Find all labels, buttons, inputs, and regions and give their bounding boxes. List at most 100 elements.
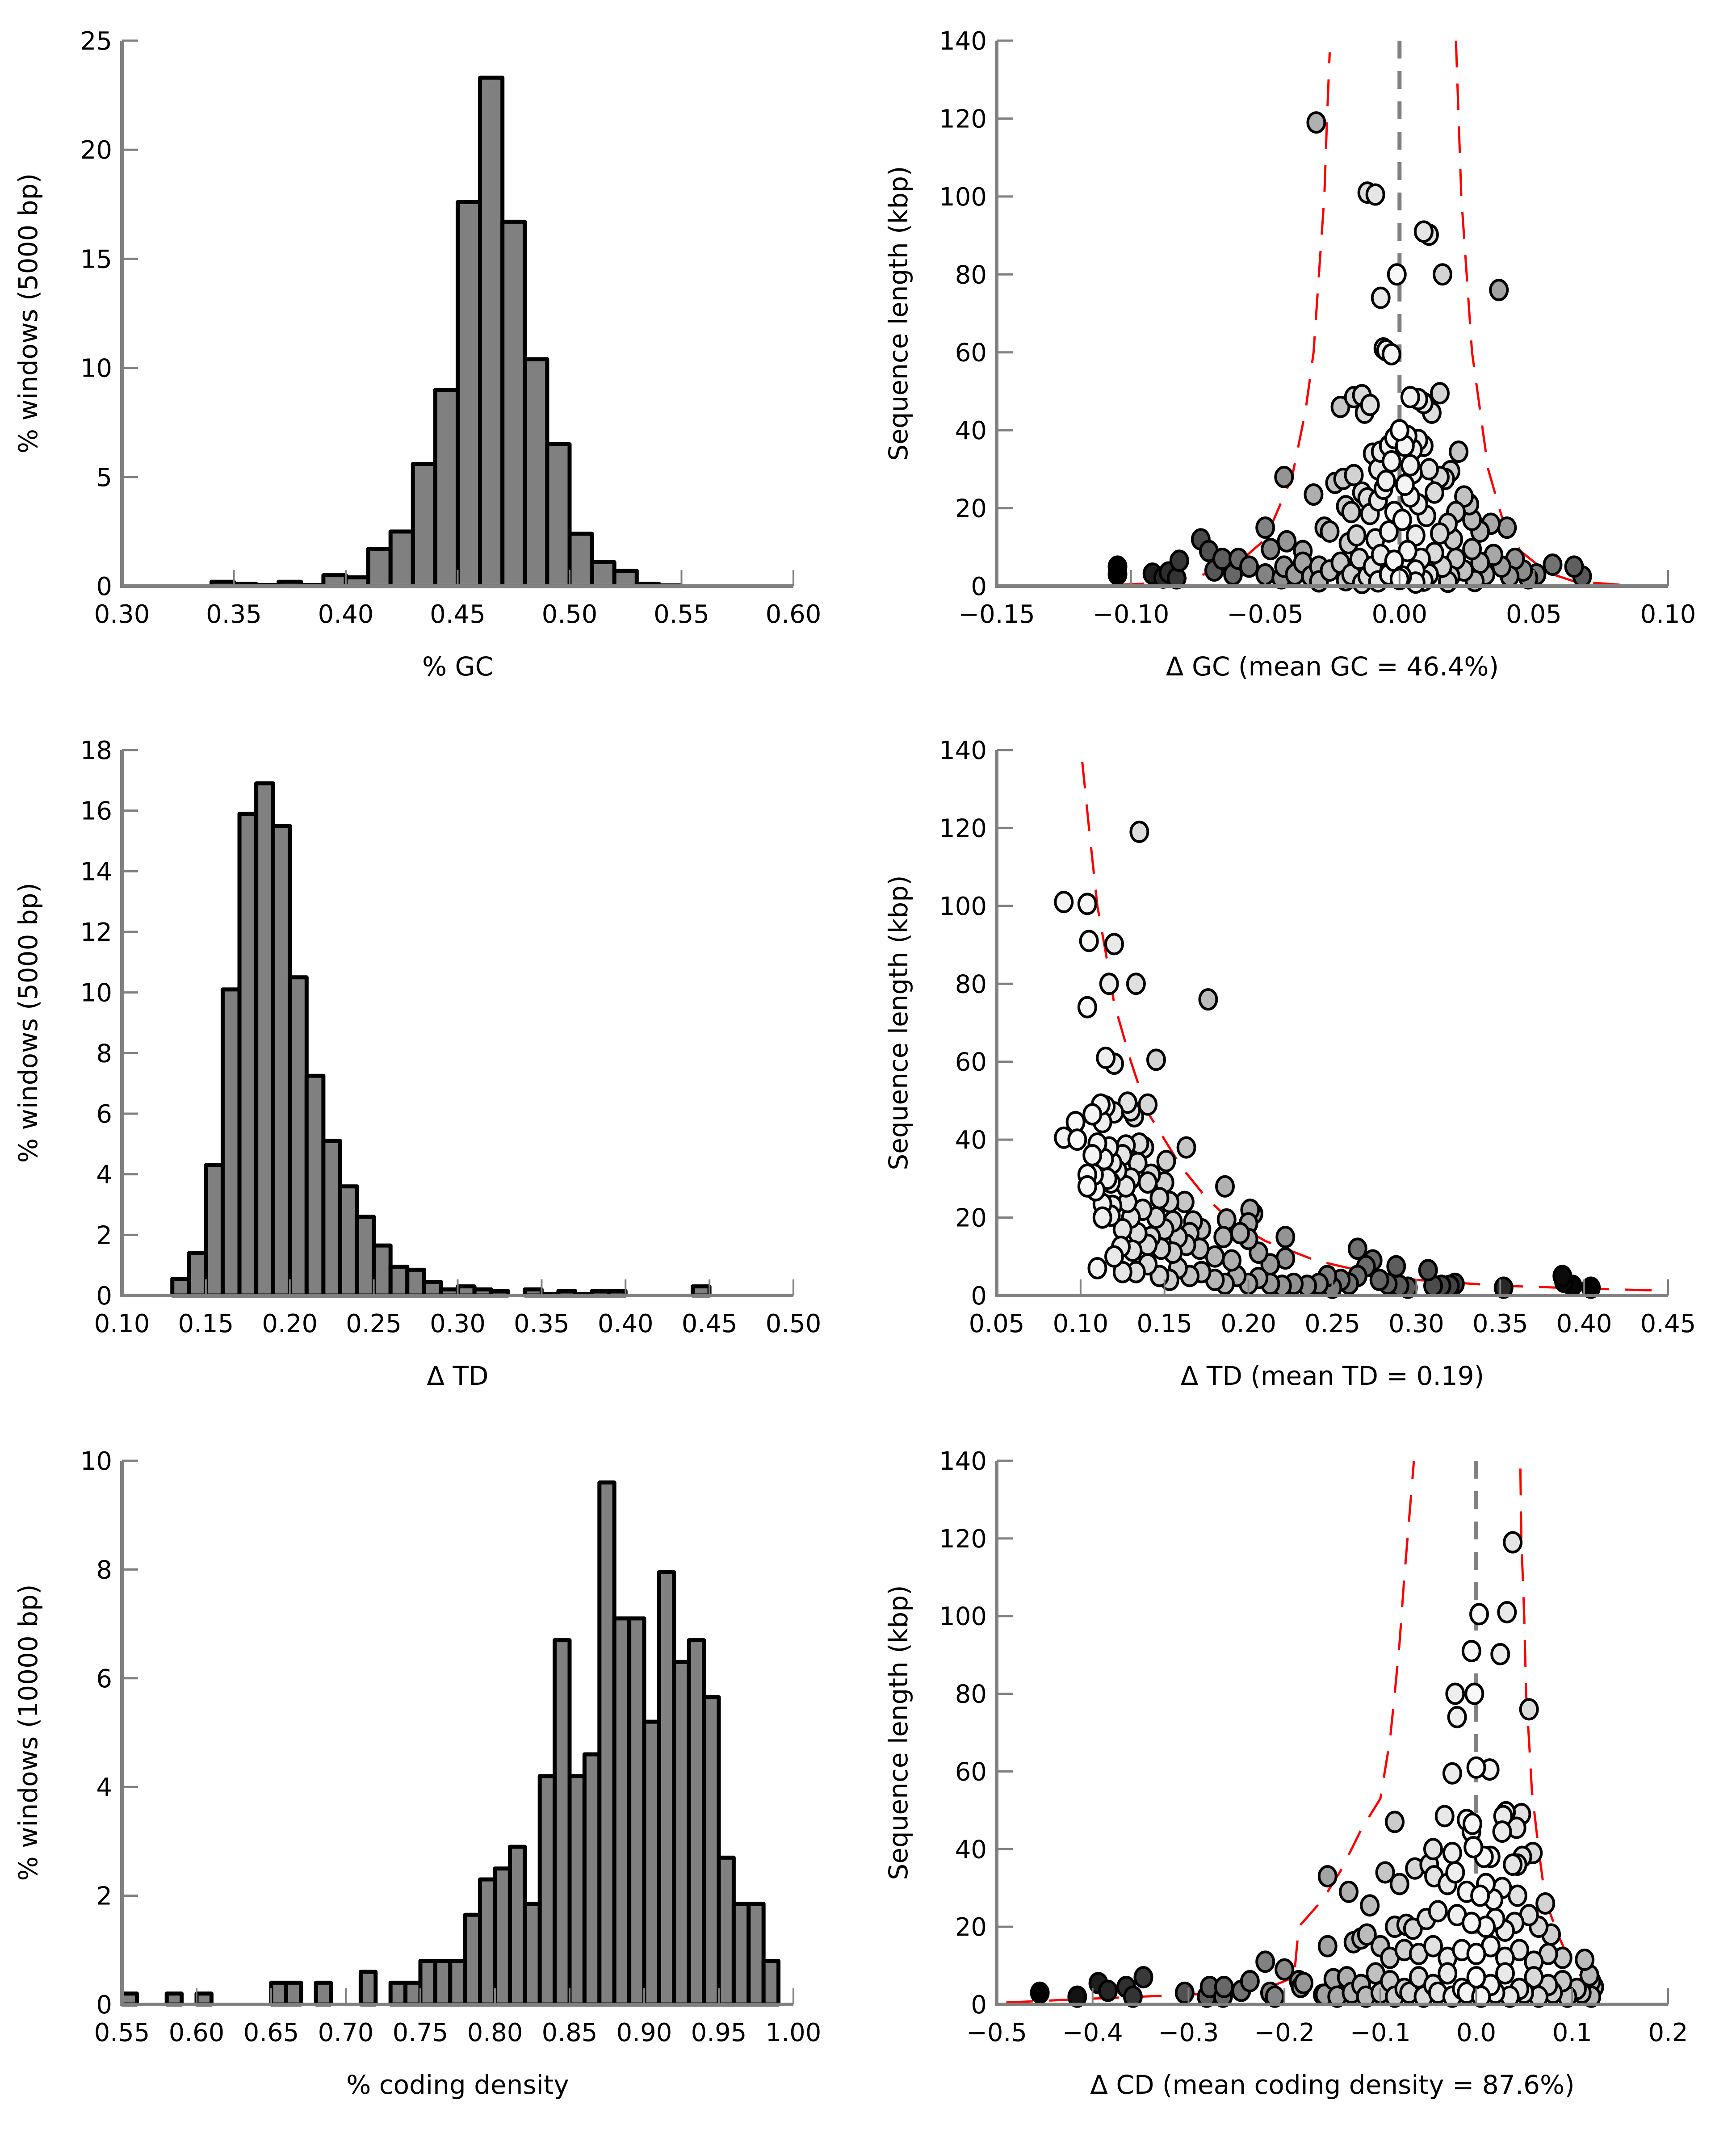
scatter-point	[1087, 1257, 1107, 1279]
scatter-point	[1294, 1972, 1314, 1995]
x-tick-label: −0.15	[958, 600, 1035, 629]
scatter-point	[1400, 454, 1420, 477]
scatter-point	[1395, 474, 1415, 496]
scatter-point	[1146, 1048, 1166, 1071]
histogram-bar	[355, 1215, 376, 1298]
y-tick-label: 6	[96, 1100, 112, 1129]
scatter-point	[1519, 1698, 1539, 1721]
scatter-point	[1371, 286, 1391, 309]
histogram-bar	[288, 975, 309, 1298]
scatter-point	[1495, 1962, 1515, 1985]
scatter-point	[1320, 520, 1340, 543]
scatter-point	[1449, 440, 1469, 463]
envelope-curve-right	[1519, 1468, 1607, 2004]
scatter-point	[1169, 549, 1189, 572]
x-tick-label: 0.40	[598, 1309, 654, 1338]
x-tick-label: −0.05	[1227, 600, 1304, 629]
y-tick-label: 8	[96, 1039, 112, 1068]
y-tick-label: 8	[96, 1555, 112, 1585]
scatter-point	[1067, 1128, 1087, 1151]
scatter-point	[1255, 1950, 1275, 1973]
histogram-bar	[271, 824, 292, 1298]
y-tick-label: 120	[939, 814, 987, 843]
scatter-point	[1129, 821, 1149, 843]
scatter-point	[1392, 508, 1412, 531]
x-tick-label: −0.10	[1093, 600, 1170, 629]
y-tick-label: 100	[939, 183, 987, 212]
histogram-bar	[456, 200, 482, 588]
histogram-bar	[284, 1980, 303, 2007]
x-tick-label: 0.80	[467, 2018, 523, 2047]
y-axis-label: Sequence length (kbp)	[883, 1585, 914, 1880]
y-tick-label: 0	[971, 1991, 987, 2020]
scatter-point	[1470, 1884, 1490, 1907]
x-axis-label: Δ TD	[427, 1361, 488, 1391]
scatter-point	[1240, 1970, 1260, 1992]
scatter-point	[1423, 1935, 1443, 1958]
scatter-point	[1098, 1979, 1118, 2002]
x-axis-label: Δ TD (mean TD = 0.19)	[1181, 1361, 1484, 1391]
histogram-bar	[405, 1267, 426, 1298]
scatter-point	[1213, 1226, 1233, 1249]
y-axis-label: Sequence length (kbp)	[883, 875, 914, 1170]
x-tick-label: 0.95	[691, 2018, 747, 2047]
scatter-point	[1462, 1812, 1482, 1835]
scatter-point	[1462, 538, 1482, 561]
scatter-point	[1082, 1144, 1103, 1167]
scatter-point	[1067, 1985, 1087, 2008]
td-histogram-panel: 0 2 4 6 8 10 12 14 16 18 0.10 0.15 0.20 0.25 0.30 0.35 0…	[13, 736, 821, 1391]
scatter-point	[1432, 263, 1452, 286]
y-tick-label: 60	[955, 339, 987, 368]
histogram-bar	[403, 1980, 423, 2007]
x-tick-label: 0.20	[1220, 1309, 1276, 1338]
y-tick-label: 80	[955, 1680, 987, 1709]
x-tick-label: 0.20	[262, 1309, 318, 1338]
scatter-point	[1423, 1838, 1443, 1861]
scatter-point	[1215, 1175, 1235, 1198]
y-tick-label: 2	[96, 1882, 112, 1911]
x-tick-label: 0.1	[1552, 2018, 1592, 2047]
histogram-bar	[567, 1774, 587, 2007]
scatter-point	[1346, 524, 1367, 547]
scatter-point	[1174, 1981, 1195, 2004]
y-tick-label: 80	[955, 970, 987, 999]
scatter-point	[1118, 1091, 1138, 1114]
scatter-point	[1492, 1820, 1512, 1843]
scatter-point	[1524, 1966, 1544, 1989]
scatter-point	[1428, 1900, 1448, 1923]
histogram-bar	[582, 1752, 602, 2007]
x-tick-label: −0.1	[1350, 2018, 1411, 2047]
x-tick-label: 0.25	[1304, 1309, 1360, 1338]
x-tick-label: 0.50	[766, 1309, 822, 1338]
x-tick-label: 0.45	[430, 600, 486, 629]
scatter-point	[1376, 470, 1396, 492]
histogram-bar	[627, 1616, 646, 2007]
y-tick-label: 2	[96, 1221, 112, 1250]
scatter-point	[1054, 891, 1074, 914]
y-tick-label: 40	[955, 1126, 987, 1155]
scatter-point	[1497, 516, 1517, 539]
y-tick-label: 20	[955, 1913, 987, 1942]
x-tick-label: 0.10	[1053, 1309, 1109, 1338]
scatter-point	[1386, 1255, 1406, 1278]
y-tick-label: 40	[955, 416, 987, 445]
y-tick-label: 16	[80, 797, 112, 826]
x-tick-label: 0.15	[1136, 1309, 1192, 1338]
scatter-point	[1434, 1805, 1455, 1828]
y-tick-label: 14	[80, 857, 112, 886]
x-tick-label: 0.50	[542, 600, 598, 629]
gc-scatter-panel: 0 20 40 60 80 100 120 140 −0.15 −0.10 −0.05 0.00 0.0…	[883, 27, 1696, 682]
y-tick-label: 4	[96, 1773, 112, 1802]
y-axis-label: % windows (5000 bp)	[13, 173, 43, 453]
histogram-bar	[358, 1970, 378, 2007]
scatter-point	[1239, 555, 1259, 578]
histogram-bar	[304, 1073, 326, 1298]
x-tick-label: 0.70	[318, 2018, 374, 2047]
scatter-point	[1447, 1706, 1467, 1728]
histogram-bar	[448, 1959, 467, 2007]
x-tick-label: −0.5	[966, 2018, 1027, 2047]
scatter-point	[1419, 458, 1439, 481]
x-tick-label: 1.00	[766, 2018, 822, 2047]
histogram-bar	[523, 357, 549, 588]
scatter-point	[1275, 1226, 1296, 1249]
